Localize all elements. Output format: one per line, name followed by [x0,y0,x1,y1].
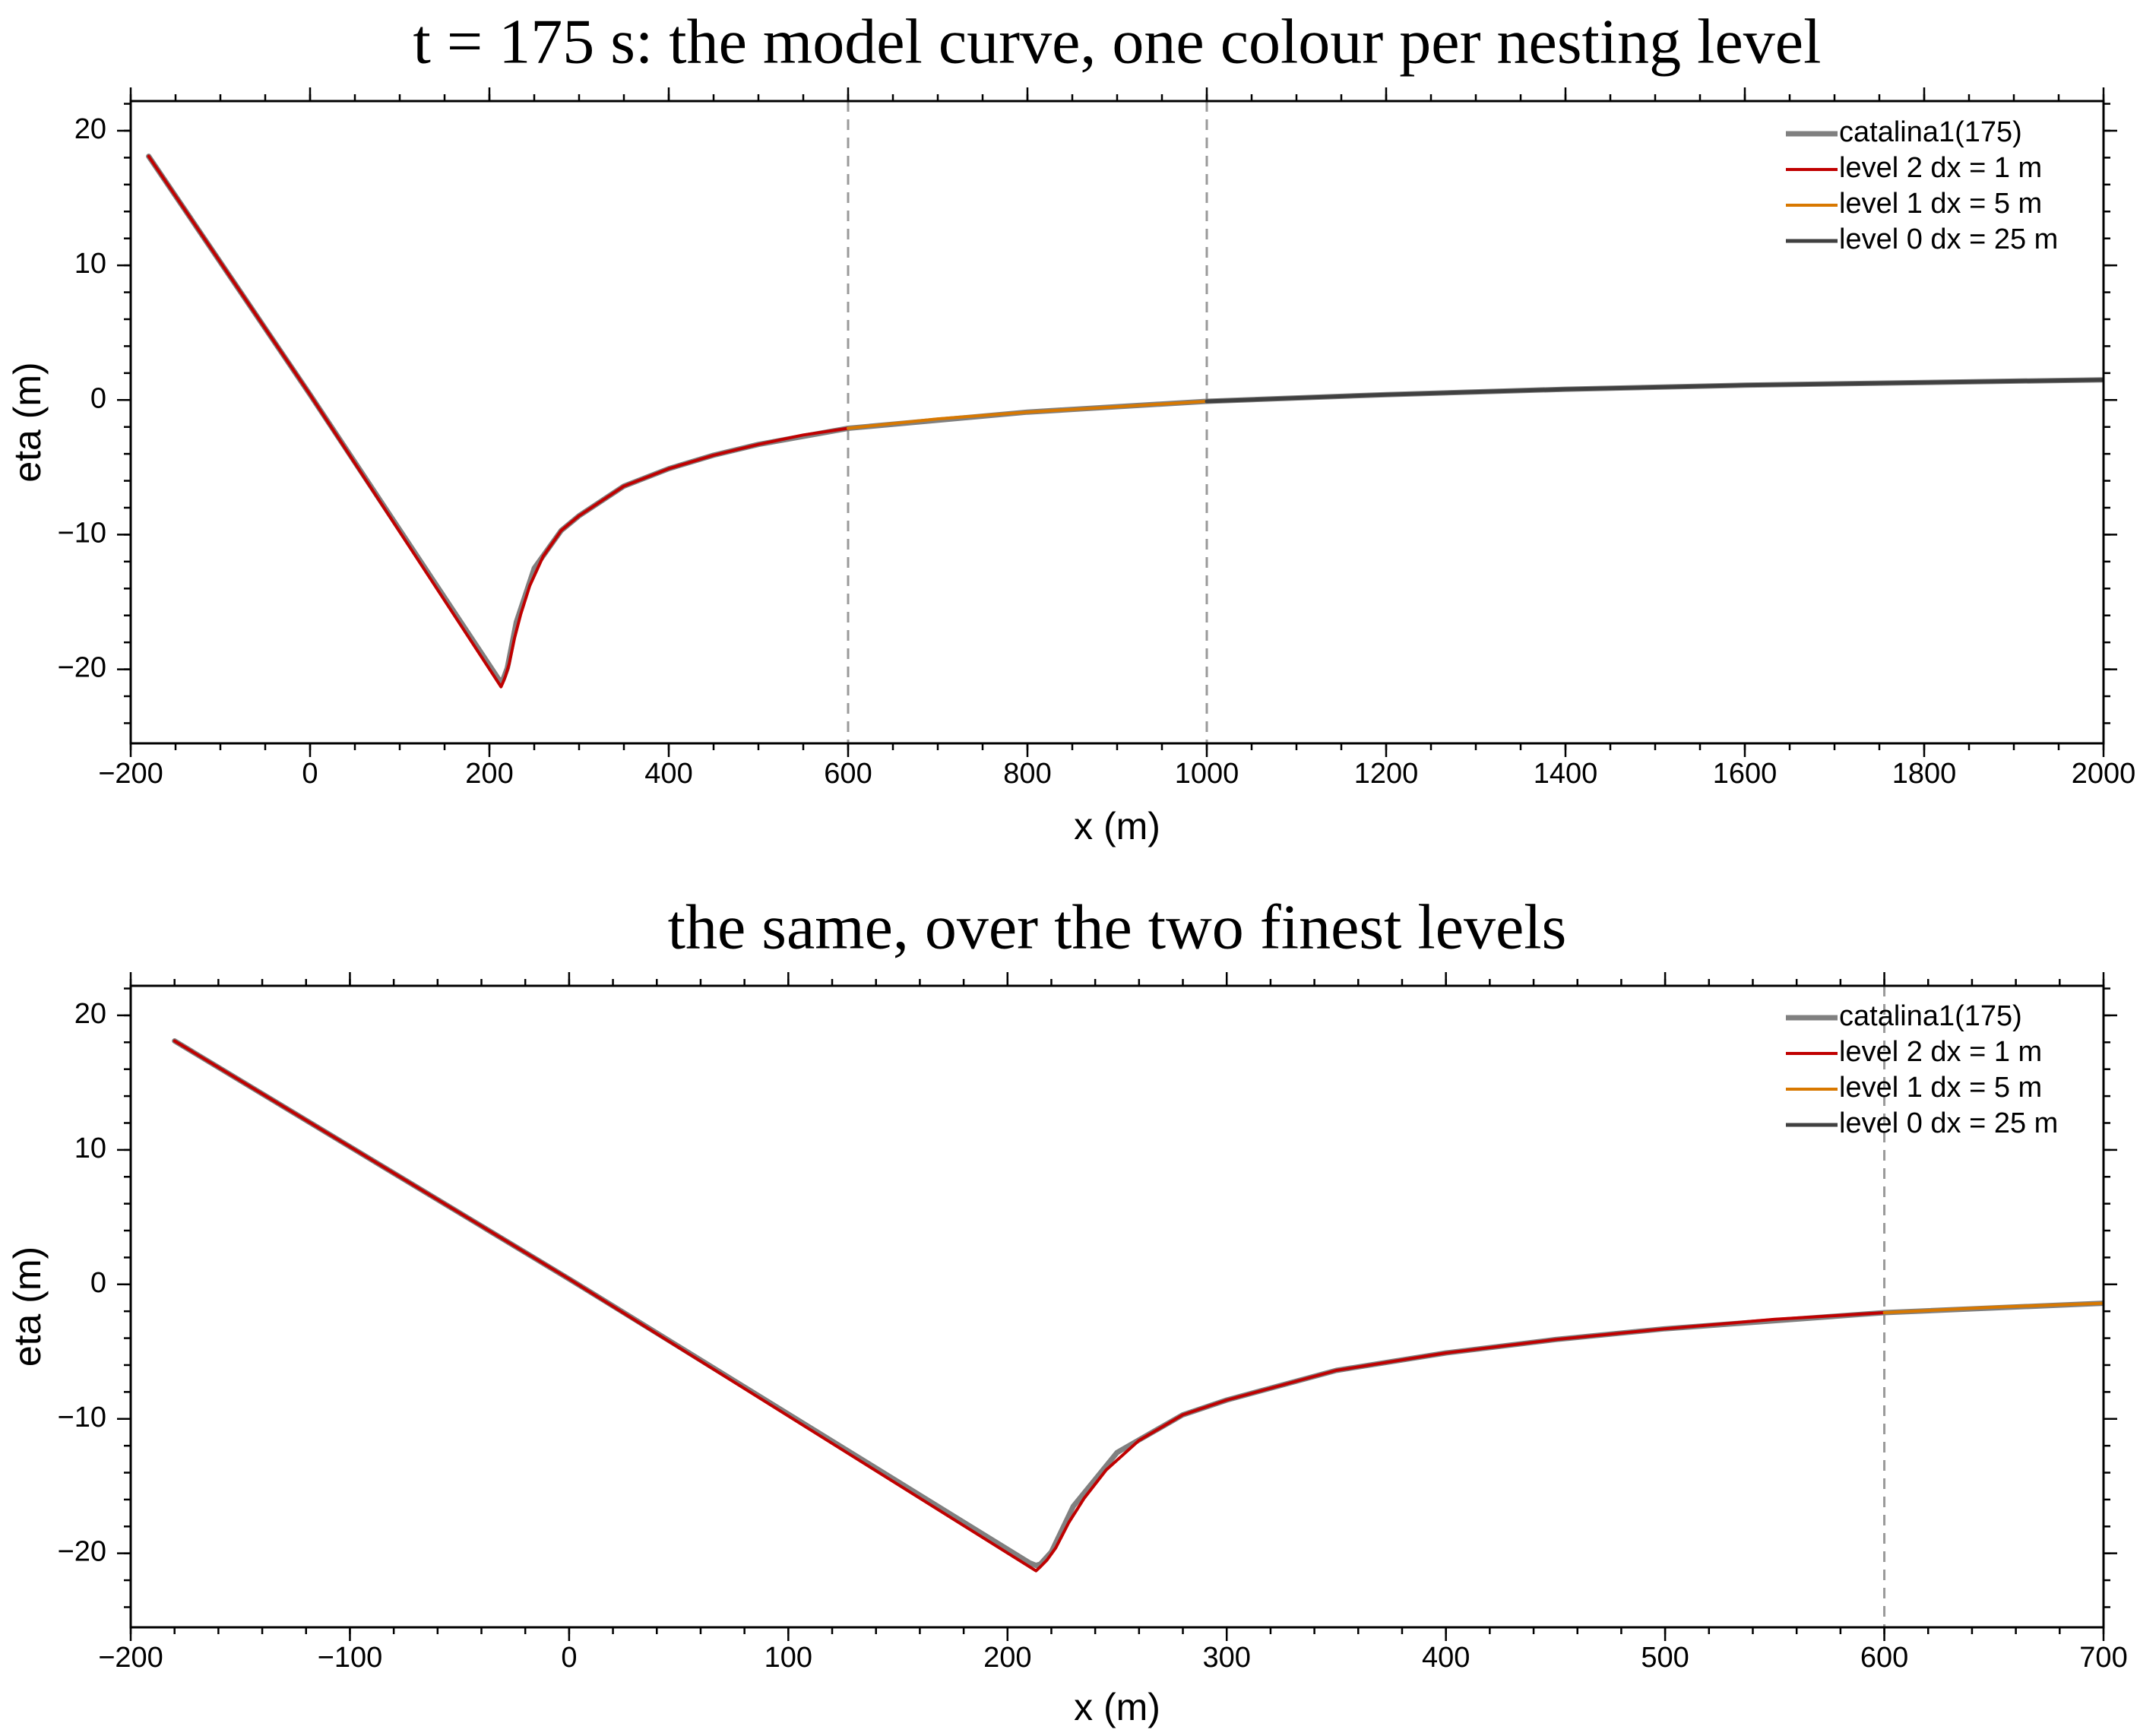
x-tick-label: 1200 [1354,758,1419,790]
series-line-2 [173,1039,1886,1573]
x-tick-label: 200 [465,758,513,790]
plot-frame [129,100,2105,745]
y-tick-label: −20 [58,652,106,684]
x-tick-label: 100 [765,1642,812,1674]
x-tick-label: 0 [302,758,318,790]
x-axis-label: x (m) [1074,1686,1160,1728]
x-tick-label: 800 [1003,758,1051,790]
x-tick-label: 600 [1860,1642,1908,1674]
chart-title: t = 175 s: the model curve, one colour p… [413,6,1822,77]
y-tick-label: 20 [74,998,106,1030]
chart-panel-2: the same, over the two finest levels−200… [6,892,2128,1728]
series-group [172,1038,2104,1573]
x-tick-label: 700 [2079,1642,2127,1674]
x-tick-label: 300 [1203,1642,1251,1674]
x-tick-label: 1800 [1892,758,1957,790]
legend-label-2: level 2 dx = 1 m [1839,152,2042,184]
series-line-4 [1205,378,2104,404]
x-tick-label: 500 [1641,1642,1689,1674]
x-tick-label: 0 [561,1642,577,1674]
legend-label-3: level 1 dx = 5 m [1839,188,2042,220]
x-tick-label: 400 [644,758,692,790]
y-tick-label: 10 [74,248,106,280]
series-line-3 [847,400,1208,430]
series-line-3 [1882,1301,2104,1314]
x-tick-label: 1000 [1175,758,1239,790]
x-axis-label: x (m) [1074,805,1160,847]
series-line-1 [172,1038,2104,1569]
y-tick-label: 0 [90,382,106,414]
x-tick-label: 400 [1422,1642,1470,1674]
legend: catalina1(175) level 2 dx = 1 m level 1 dx… [1786,1000,2058,1139]
legend-label-2: level 2 dx = 1 m [1839,1036,2042,1068]
x-tick-label: −200 [98,1642,163,1674]
legend-label-3: level 1 dx = 5 m [1839,1072,2042,1104]
legend: catalina1(175) level 2 dx = 1 m level 1 dx… [1786,116,2058,255]
series-group [146,154,2104,689]
y-tick-label: −10 [58,1402,106,1433]
x-tick-label: 2000 [2072,758,2136,790]
x-tick-label: 1400 [1534,758,1598,790]
legend-label-4: level 0 dx = 25 m [1839,1107,2058,1139]
plot-frame [129,984,2105,1629]
y-tick-label: 20 [74,113,106,145]
legend-label-4: level 0 dx = 25 m [1839,223,2058,255]
y-axis-label: eta (m) [6,362,49,482]
x-tick-label: 200 [983,1642,1031,1674]
x-tick-label: 600 [824,758,872,790]
y-tick-label: −10 [58,517,106,549]
legend-label-1: catalina1(175) [1839,1000,2022,1032]
y-tick-label: 10 [74,1133,106,1164]
y-tick-label: −20 [58,1536,106,1568]
x-tick-label: −100 [318,1642,383,1674]
chart-title: the same, over the two finest levels [668,892,1567,962]
chart-panel-1: t = 175 s: the model curve, one colour p… [6,6,2135,847]
legend-label-1: catalina1(175) [1839,116,2022,148]
series-line-1 [146,154,2104,684]
series-line-2 [147,154,850,689]
x-tick-label: 1600 [1713,758,1778,790]
x-tick-label: −200 [98,758,163,790]
y-axis-label: eta (m) [6,1247,49,1367]
y-tick-label: 0 [90,1267,106,1299]
